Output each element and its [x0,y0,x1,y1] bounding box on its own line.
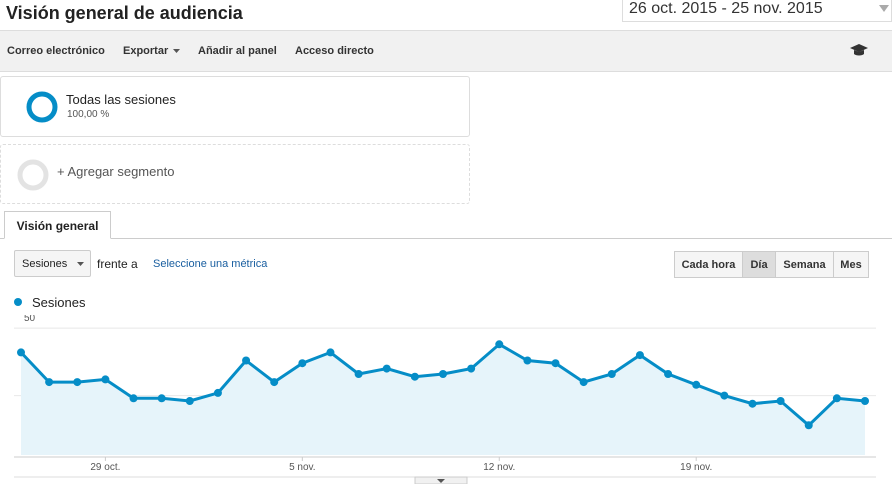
toolbar: Correo electrónico Exportar Añadir al pa… [0,30,892,72]
x-tick-label: 29 oct. [90,462,120,473]
data-point [551,359,560,368]
data-point [326,348,335,357]
data-point [213,388,222,397]
granularity-button[interactable]: Cada hora [674,251,743,278]
toolbar-item[interactable]: Acceso directo [295,45,374,57]
select-metric-link[interactable]: Seleccione una métrica [153,258,268,270]
granularity-button[interactable]: Semana [775,251,834,278]
data-point [242,356,251,365]
segment-percent: 100,00 % [67,109,110,120]
date-range[interactable]: 26 oct. 2015 - 25 nov. 2015 [622,0,892,22]
segment-name: Todas las sesiones [66,92,176,107]
data-point [354,370,363,378]
date-range-text: 26 oct. 2015 - 25 nov. 2015 [629,0,823,17]
data-point [185,397,194,405]
data-point [832,394,841,403]
data-point [861,397,869,405]
data-point [157,394,166,403]
data-point [720,391,729,400]
metric-select[interactable]: Sesiones [14,250,91,277]
tab-line [0,238,892,239]
data-point [607,370,616,378]
toolbar-item[interactable]: Correo electrónico [7,45,105,57]
x-tick-label: 19 nov. [680,462,712,473]
data-point [129,394,138,403]
data-point [692,380,701,389]
data-point [748,399,757,408]
data-point [382,364,391,373]
data-point [17,348,25,357]
data-point [410,372,419,381]
data-point [523,356,532,365]
chart: 255029 oct.5 nov.12 nov.19 nov. [14,315,876,484]
dropdown-arrow [879,5,889,12]
data-point [73,378,82,387]
legend-label: Sesiones [32,295,86,310]
granularity-button[interactable]: Mes [833,251,869,278]
expand-caret [437,479,445,483]
help-icon[interactable] [849,42,869,58]
caret [173,49,180,53]
versus-text: frente a [97,257,138,271]
segment-card[interactable]: Todas las sesiones 100,00 % [0,76,470,137]
granularity-button[interactable]: Día [742,251,776,278]
segment-ring [26,91,58,123]
tab[interactable]: Visión general [4,211,111,239]
data-point [298,359,307,368]
x-tick-label: 5 nov. [289,462,316,473]
data-point [804,421,813,430]
y-tick-label: 50 [24,315,36,324]
page-title: Visión general de audiencia [6,3,243,23]
data-point [439,370,447,378]
data-point [467,364,476,373]
segment-ring [17,159,49,191]
data-point [776,397,785,405]
x-tick-label: 12 nov. [483,462,515,473]
add-segment[interactable]: + Agregar segmento [0,144,470,204]
data-point [664,370,673,378]
toolbar-item[interactable]: Añadir al panel [198,45,277,57]
add-segment-label: + Agregar segmento [57,164,175,179]
toolbar-item[interactable]: Exportar [123,45,169,57]
legend: Sesiones [14,295,86,310]
data-point [270,378,279,387]
data-point [101,375,110,384]
caret [77,262,84,266]
data-point [635,351,644,360]
area [21,344,865,455]
data-point [45,378,54,387]
metric-label: Sesiones [22,258,68,270]
data-point [495,340,504,349]
data-point [579,378,588,387]
legend-dot [14,298,22,306]
